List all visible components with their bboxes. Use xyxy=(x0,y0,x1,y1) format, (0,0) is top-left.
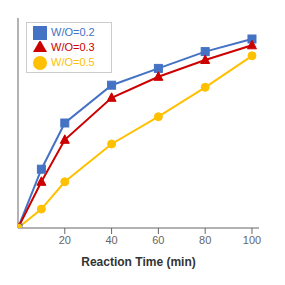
svg-text:20: 20 xyxy=(59,234,71,246)
svg-text:100: 100 xyxy=(243,234,261,246)
svg-text:40: 40 xyxy=(105,234,117,246)
html-text:W/O=0.5: W/O=0.5 xyxy=(51,56,95,69)
html-text:W/O=0.2: W/O=0.2 xyxy=(51,26,95,38)
svg-text:60: 60 xyxy=(152,234,164,246)
svg-text:Reaction Time (min): Reaction Time (min) xyxy=(81,255,195,269)
html-text:W/O=0.3: W/O=0.3 xyxy=(51,41,95,54)
svg-text:80: 80 xyxy=(199,234,211,246)
